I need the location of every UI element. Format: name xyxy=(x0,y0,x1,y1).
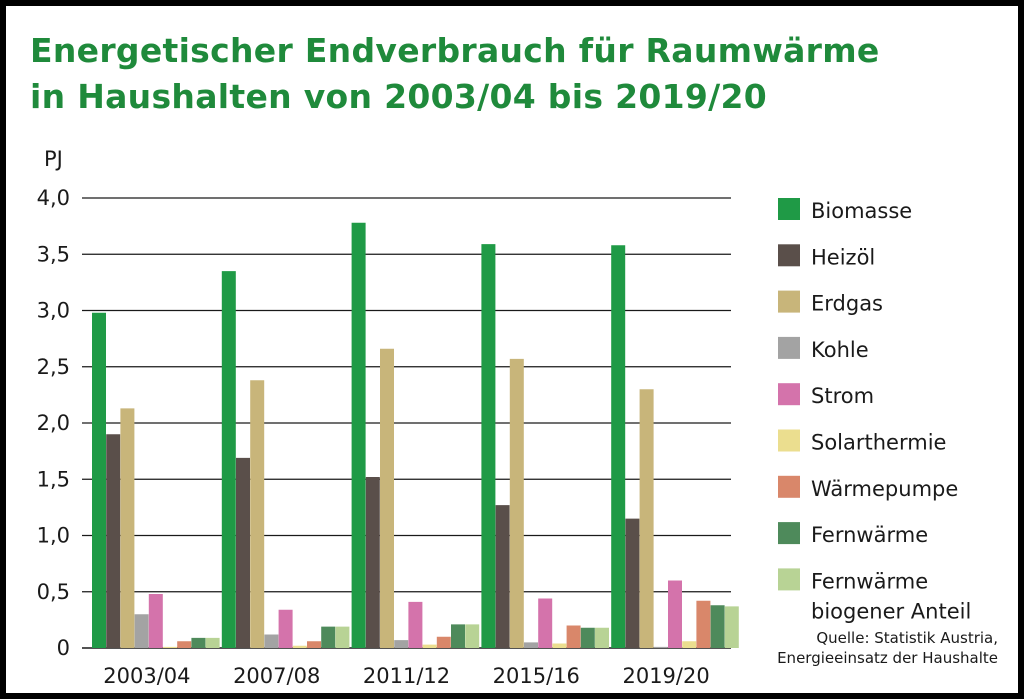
bar xyxy=(481,244,496,648)
bar xyxy=(710,605,725,648)
bar xyxy=(724,606,739,648)
bar xyxy=(408,601,423,648)
bar xyxy=(236,457,250,648)
x-tick-label: 2011/12 xyxy=(363,664,450,688)
bar xyxy=(250,380,265,648)
legend-swatch xyxy=(778,290,800,313)
bar xyxy=(580,627,595,648)
legend-label: Fernwärme xyxy=(811,523,928,547)
x-tick-label: 2019/20 xyxy=(622,664,709,688)
legend-label: Kohle xyxy=(811,338,869,362)
bar xyxy=(163,646,177,648)
bar xyxy=(495,505,510,648)
y-tick-label: 2,0 xyxy=(37,411,70,435)
source-line-1: Quelle: Statistik Austria, xyxy=(816,629,998,647)
legend-label: Wärmepumpe xyxy=(811,477,958,501)
bar xyxy=(668,580,682,648)
bar xyxy=(422,644,437,648)
x-tick-label: 2003/04 xyxy=(103,664,190,688)
bar xyxy=(205,637,220,648)
bar xyxy=(191,637,206,648)
legend-label: Solarthermie xyxy=(811,431,946,455)
bar xyxy=(321,626,336,648)
bar xyxy=(552,643,567,648)
bar xyxy=(380,348,394,648)
y-tick-label: 3,0 xyxy=(37,299,70,323)
x-tick-label: 2015/16 xyxy=(493,664,580,688)
bar xyxy=(595,627,609,648)
source-note: Quelle: Statistik Austria, Energieeinsat… xyxy=(777,628,998,668)
y-tick-label: 4,0 xyxy=(37,186,70,210)
legend-label: biogener Anteil xyxy=(811,599,971,623)
y-tick-label: 2,5 xyxy=(37,355,70,379)
bar xyxy=(106,434,121,648)
bar xyxy=(177,641,192,648)
bar xyxy=(465,624,480,648)
legend-swatch xyxy=(778,198,800,220)
bar xyxy=(682,641,697,648)
chart-title-line-2: in Haushalten von 2003/04 bis 2019/20 xyxy=(30,77,767,116)
bar xyxy=(335,626,350,648)
legend-swatch xyxy=(778,244,800,267)
chart-title: Energetischer Endverbrauch für Raumwärme… xyxy=(30,28,880,120)
bar xyxy=(566,625,581,648)
bar xyxy=(278,609,293,648)
bar xyxy=(351,222,366,648)
bar xyxy=(307,641,321,648)
legend-swatch xyxy=(778,336,800,359)
legend-swatch xyxy=(778,522,800,545)
y-tick-label: 1,0 xyxy=(37,524,70,548)
chart-title-line-1: Energetischer Endverbrauch für Raumwärme xyxy=(30,31,880,70)
legend-label: Heizöl xyxy=(811,245,875,269)
bar xyxy=(436,636,451,648)
bar xyxy=(653,646,668,648)
y-tick-label: 1,5 xyxy=(37,467,70,491)
bar xyxy=(394,640,409,648)
bar xyxy=(639,389,654,648)
bar xyxy=(92,312,106,648)
legend-swatch xyxy=(778,475,800,498)
bar xyxy=(221,271,236,648)
legend-label: Strom xyxy=(811,384,874,408)
y-tick-label: 0 xyxy=(57,636,70,660)
bar xyxy=(509,358,524,648)
legend-label: Erdgas xyxy=(811,292,883,316)
bar xyxy=(264,634,279,648)
legend-label: Fernwärme xyxy=(811,569,928,593)
source-line-2: Energieeinsatz der Haushalte xyxy=(777,649,998,667)
y-unit-label: PJ xyxy=(44,147,63,171)
bar xyxy=(120,408,135,648)
y-tick-label: 0,5 xyxy=(37,580,70,604)
bar xyxy=(451,624,465,648)
bar xyxy=(134,614,149,648)
legend-swatch xyxy=(778,568,800,591)
bar xyxy=(524,642,538,648)
bar xyxy=(696,600,711,648)
x-tick-label: 2007/08 xyxy=(233,664,320,688)
legend-label: Biomasse xyxy=(811,199,912,223)
bar xyxy=(365,477,380,648)
bar xyxy=(538,598,553,648)
y-tick-label: 3,5 xyxy=(37,242,70,266)
legend-swatch xyxy=(778,383,800,406)
bar xyxy=(625,518,640,648)
bar xyxy=(148,594,163,648)
bar xyxy=(611,245,626,648)
bar xyxy=(292,645,307,648)
legend-swatch xyxy=(778,429,800,452)
